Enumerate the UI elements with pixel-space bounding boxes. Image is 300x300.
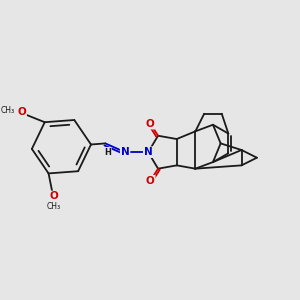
Text: O: O: [146, 118, 155, 129]
Text: O: O: [146, 176, 155, 186]
Text: N: N: [121, 147, 130, 157]
Text: O: O: [17, 107, 26, 117]
Text: CH₃: CH₃: [47, 202, 61, 211]
Text: O: O: [50, 191, 58, 202]
Text: N: N: [144, 147, 152, 157]
Text: CH₃: CH₃: [0, 106, 14, 115]
Text: H: H: [104, 148, 111, 157]
